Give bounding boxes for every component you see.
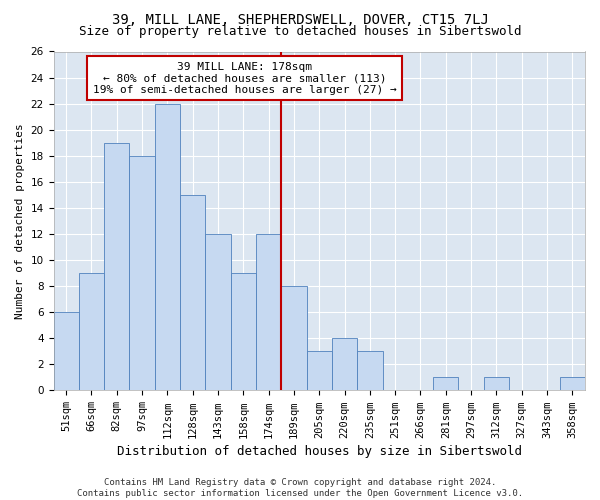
Bar	[307, 351, 332, 391]
Bar	[433, 378, 458, 390]
Bar	[281, 286, 307, 391]
X-axis label: Distribution of detached houses by size in Sibertswold: Distribution of detached houses by size …	[117, 444, 522, 458]
Bar	[180, 195, 205, 390]
Text: 39, MILL LANE, SHEPHERDSWELL, DOVER, CT15 7LJ: 39, MILL LANE, SHEPHERDSWELL, DOVER, CT1…	[112, 12, 488, 26]
Bar	[205, 234, 230, 390]
Y-axis label: Number of detached properties: Number of detached properties	[15, 123, 25, 319]
Text: Size of property relative to detached houses in Sibertswold: Size of property relative to detached ho…	[79, 25, 521, 38]
Text: 39 MILL LANE: 178sqm
← 80% of detached houses are smaller (113)
19% of semi-deta: 39 MILL LANE: 178sqm ← 80% of detached h…	[93, 62, 397, 95]
Bar	[357, 351, 383, 391]
Bar	[256, 234, 281, 390]
Bar	[79, 273, 104, 390]
Text: Contains HM Land Registry data © Crown copyright and database right 2024.
Contai: Contains HM Land Registry data © Crown c…	[77, 478, 523, 498]
Bar	[332, 338, 357, 390]
Bar	[155, 104, 180, 391]
Bar	[130, 156, 155, 390]
Bar	[484, 378, 509, 390]
Bar	[104, 142, 130, 390]
Bar	[53, 312, 79, 390]
Bar	[560, 378, 585, 390]
Bar	[230, 273, 256, 390]
